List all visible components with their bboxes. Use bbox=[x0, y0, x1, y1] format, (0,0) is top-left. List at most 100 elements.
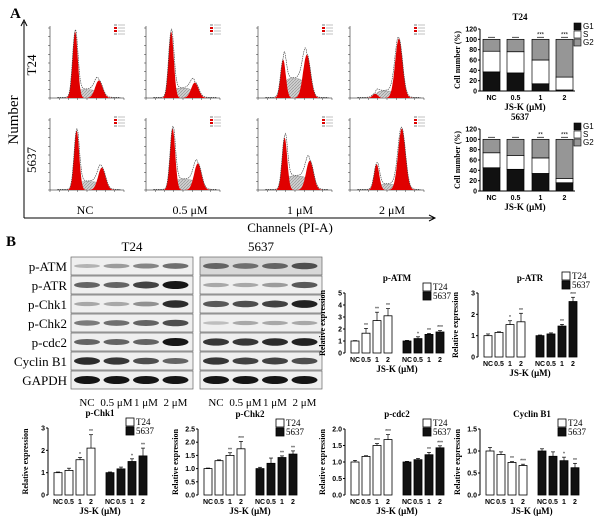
significance-mark: ** bbox=[427, 328, 431, 334]
x-tick-label: 0.5 bbox=[361, 499, 371, 506]
x-tick-label: 2 bbox=[291, 499, 295, 506]
band bbox=[203, 282, 229, 288]
mini-legend-swatch bbox=[210, 122, 213, 124]
bar-5637-2 bbox=[435, 447, 445, 496]
row-label-t24: T24 bbox=[24, 54, 39, 75]
x-tick-label: 0.5 bbox=[116, 499, 126, 506]
g1-peak bbox=[153, 31, 217, 99]
x-tick-label: 2 bbox=[438, 357, 442, 364]
significance-mark: *** bbox=[238, 436, 244, 442]
blot-header-T24: T24 bbox=[122, 239, 143, 254]
x-tick-label: NC bbox=[483, 361, 493, 368]
y-tick-label: 0 bbox=[338, 351, 342, 358]
bar-T24-NC bbox=[203, 468, 213, 496]
bar-T24-2 bbox=[383, 439, 393, 496]
x-tick-label: 2 bbox=[571, 361, 575, 368]
y-tick-label: 0 bbox=[471, 355, 475, 362]
y-axis-label: Relative expression bbox=[318, 290, 327, 356]
legend-label: T24 bbox=[286, 418, 301, 428]
lane-label: 2 μM bbox=[293, 397, 317, 409]
bar-5637-1 bbox=[277, 457, 287, 496]
bar-T24-1 bbox=[372, 320, 382, 354]
bar-S-2 bbox=[555, 76, 574, 91]
mini-legend-swatch bbox=[322, 122, 325, 124]
bar-T24-1 bbox=[75, 459, 85, 496]
y-tick-label: 120 bbox=[465, 127, 477, 134]
protein-label-GAPDH: GAPDH bbox=[22, 373, 67, 388]
x-tick-label: NC bbox=[535, 361, 545, 368]
band bbox=[232, 375, 259, 385]
x-tick-label: 0.5 bbox=[413, 357, 423, 364]
band bbox=[133, 320, 159, 326]
band bbox=[74, 301, 100, 307]
panel-label-a: A bbox=[10, 6, 21, 22]
legend-swatch-5637 bbox=[422, 427, 432, 437]
protein-label-p-ATM: p-ATM bbox=[29, 259, 68, 274]
bar-S-2 bbox=[555, 178, 574, 184]
blot-row-5637-GAPDH bbox=[199, 370, 323, 390]
y-tick-label: 1 bbox=[338, 339, 342, 346]
legend-label: G2 bbox=[583, 38, 594, 47]
legend-swatch-T24 bbox=[125, 417, 135, 427]
bar-T24-0.5 bbox=[361, 332, 371, 354]
g2-peak bbox=[153, 82, 217, 98]
x-tick-label: 2 bbox=[386, 357, 390, 364]
g1-peak bbox=[265, 59, 329, 98]
bar-T24-0.5 bbox=[361, 455, 371, 496]
mini-legend-swatch bbox=[414, 125, 417, 127]
mini-legend-swatch bbox=[322, 24, 325, 26]
band bbox=[203, 375, 229, 385]
lane-label: 0.5 μM bbox=[229, 397, 261, 409]
x-tick-label: NC bbox=[486, 95, 496, 102]
band bbox=[162, 280, 189, 290]
bar-5637-0.5 bbox=[413, 338, 423, 354]
g2-peak bbox=[357, 38, 421, 98]
y-axis-label: Relative expression bbox=[171, 429, 180, 495]
y-tick-label: 40 bbox=[469, 168, 477, 175]
g1-peak bbox=[357, 164, 421, 190]
bar-T24-0.5 bbox=[214, 460, 224, 496]
bar-G1-NC bbox=[482, 167, 501, 192]
y-tick-label: 0 bbox=[41, 493, 45, 500]
bar-5637-2 bbox=[138, 455, 148, 496]
chart-title: p-ATR bbox=[517, 273, 544, 283]
histogram-5637-0.5μM bbox=[144, 116, 221, 192]
column-label: 0.5 μM bbox=[172, 203, 207, 217]
x-tick-label: 1 bbox=[228, 499, 232, 506]
row-label-5637: 5637 bbox=[24, 147, 39, 174]
legend-swatch-G1 bbox=[573, 22, 582, 31]
significance-mark: ** bbox=[291, 445, 295, 451]
protein-label-Cyclin-B1: Cyclin B1 bbox=[14, 354, 67, 369]
bar-G1-0.5 bbox=[506, 168, 525, 192]
s-phase-area bbox=[57, 181, 121, 191]
bar-5637-NC bbox=[105, 472, 115, 496]
blot-row-T24-p-Chk1 bbox=[70, 294, 194, 314]
lane-label: 1 μM bbox=[134, 397, 158, 409]
y-tick-label: 0 bbox=[473, 89, 477, 96]
y-tick-label: 0.5 bbox=[332, 476, 342, 483]
band bbox=[162, 263, 189, 269]
significance-mark: ** bbox=[560, 319, 564, 325]
y-axis-label: Cell number (%) bbox=[453, 131, 462, 189]
band bbox=[291, 338, 318, 346]
significance-mark: *** bbox=[537, 32, 545, 38]
bar-G1-1 bbox=[531, 173, 550, 192]
fit-outline bbox=[153, 28, 217, 98]
bar-T24-0.5 bbox=[494, 332, 504, 358]
x-axis-label: JS-K (μM) bbox=[229, 506, 270, 516]
lane-label: 0.5 μM bbox=[100, 397, 132, 409]
mini-legend-swatch bbox=[114, 116, 117, 118]
mini-legend-swatch bbox=[414, 119, 417, 121]
y-tick-label: 2.0 bbox=[185, 440, 195, 447]
x-tick-label: 0.5 bbox=[546, 361, 556, 368]
g2-peak bbox=[57, 80, 121, 98]
g1-peak bbox=[57, 130, 121, 190]
histogram-T24-1μM bbox=[256, 24, 333, 100]
y-axis-label: Cell number (%) bbox=[453, 31, 462, 89]
x-tick-label: 2 bbox=[563, 95, 567, 102]
mini-legend-swatch bbox=[114, 30, 117, 32]
bar-T24-NC bbox=[483, 335, 493, 358]
bar-5637-NC bbox=[255, 468, 265, 496]
band bbox=[203, 300, 229, 308]
bar-5637-1 bbox=[557, 325, 567, 358]
